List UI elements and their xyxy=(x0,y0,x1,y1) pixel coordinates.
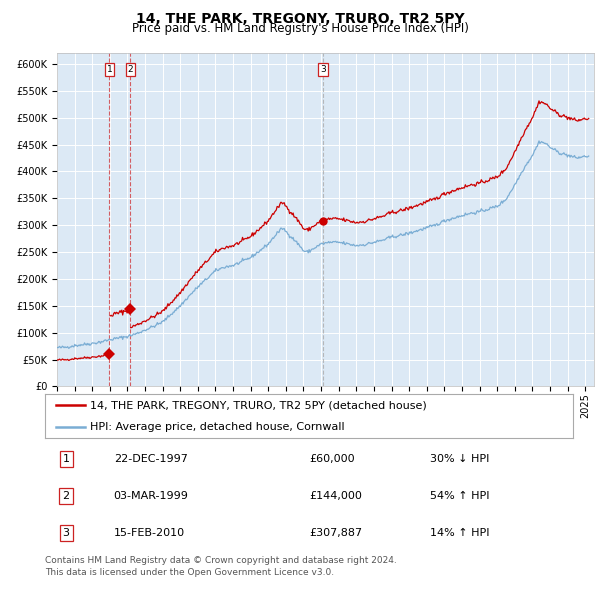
Text: 22-DEC-1997: 22-DEC-1997 xyxy=(113,454,188,464)
Text: 14, THE PARK, TREGONY, TRURO, TR2 5PY: 14, THE PARK, TREGONY, TRURO, TR2 5PY xyxy=(136,12,464,26)
Text: £60,000: £60,000 xyxy=(309,454,355,464)
Text: 2: 2 xyxy=(128,65,133,74)
Text: £307,887: £307,887 xyxy=(309,528,362,538)
Text: £144,000: £144,000 xyxy=(309,491,362,501)
Text: Contains HM Land Registry data © Crown copyright and database right 2024.
This d: Contains HM Land Registry data © Crown c… xyxy=(45,556,397,577)
Text: 2: 2 xyxy=(62,491,70,501)
Text: HPI: Average price, detached house, Cornwall: HPI: Average price, detached house, Corn… xyxy=(90,422,344,432)
Text: Price paid vs. HM Land Registry's House Price Index (HPI): Price paid vs. HM Land Registry's House … xyxy=(131,22,469,35)
Text: 3: 3 xyxy=(62,528,70,538)
Text: 3: 3 xyxy=(320,65,326,74)
Text: 14% ↑ HPI: 14% ↑ HPI xyxy=(430,528,490,538)
Text: 03-MAR-1999: 03-MAR-1999 xyxy=(113,491,188,501)
Text: 15-FEB-2010: 15-FEB-2010 xyxy=(113,528,185,538)
Text: 14, THE PARK, TREGONY, TRURO, TR2 5PY (detached house): 14, THE PARK, TREGONY, TRURO, TR2 5PY (d… xyxy=(90,401,427,411)
Text: 30% ↓ HPI: 30% ↓ HPI xyxy=(430,454,490,464)
Text: 1: 1 xyxy=(107,65,112,74)
Text: 1: 1 xyxy=(62,454,70,464)
Text: 54% ↑ HPI: 54% ↑ HPI xyxy=(430,491,490,501)
